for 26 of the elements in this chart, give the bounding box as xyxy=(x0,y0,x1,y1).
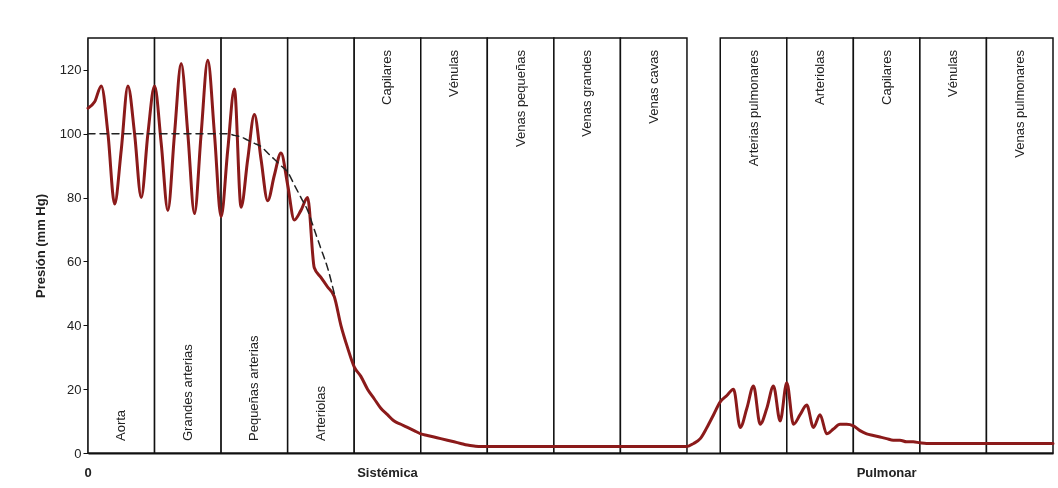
x-tick-label: Capilares xyxy=(379,49,395,105)
y-tick-label: 0 xyxy=(74,445,82,461)
x-tick-label: Grandes arterias xyxy=(179,343,195,441)
y-tick-label: 80 xyxy=(67,190,82,206)
y-tick-label: 120 xyxy=(59,62,82,78)
x-tick-label: Pequeñas arterias xyxy=(246,334,262,441)
y-tick-label: 20 xyxy=(67,381,82,397)
x-tick-label: Arterias pulmonares xyxy=(745,49,761,167)
y-axis-title: Presión (mm Hg) xyxy=(32,193,48,299)
line-series xyxy=(87,133,335,295)
x-tick-label: Venas cavas xyxy=(645,49,661,124)
x-tick-label: Capilares xyxy=(878,49,894,105)
y-tick-label: 100 xyxy=(59,126,82,142)
x-tick-label: Venas grandes xyxy=(579,49,595,137)
x-tick-label: Vénulas xyxy=(945,49,961,97)
x-tick-label: Aorta xyxy=(113,409,129,441)
x-tick-label: Venas pequeñas xyxy=(512,49,528,147)
x-tick-label: Arteriolas xyxy=(312,385,328,441)
text: 0 xyxy=(84,465,92,480)
y-tick-label: 60 xyxy=(67,253,82,269)
y-tick-label: 40 xyxy=(67,317,82,333)
text: Sistémica xyxy=(357,465,419,480)
text: Pulmonar xyxy=(856,465,917,480)
x-tick-label: Arteriolas xyxy=(812,49,828,105)
x-tick-label: Venas pulmonares xyxy=(1011,49,1027,158)
x-tick-label: Vénulas xyxy=(446,49,462,97)
